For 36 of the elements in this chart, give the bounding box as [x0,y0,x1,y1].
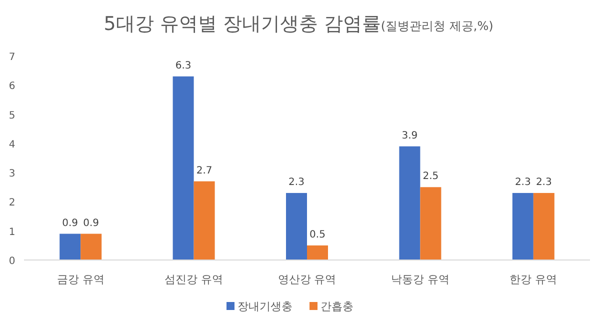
x-tick-label: 금강 유역 [56,273,104,286]
data-label: 2.7 [196,165,212,176]
bar [307,245,328,260]
bar [533,192,554,260]
data-label: 2.3 [514,176,531,188]
y-tick-label: 6 [8,81,16,92]
bar [172,76,194,260]
bar [286,192,307,260]
x-tick-label: 섬진강 유역 [164,273,224,286]
y-tick-label: 3 [8,168,16,180]
data-label: 3.9 [402,130,418,142]
bar [512,192,534,260]
data-label: 0.9 [62,218,78,229]
y-tick-label: 4 [8,139,16,150]
data-label: 6.3 [175,60,192,72]
data-label: 2.3 [288,176,304,188]
x-tick-label: 낙동강 유역 [390,273,450,286]
bar [399,146,420,260]
data-label: 2.5 [422,171,439,182]
y-tick-label: 1 [8,226,16,238]
y-tick-label: 7 [8,52,16,63]
bar [194,181,215,260]
y-tick-label: 2 [8,198,16,209]
bar [80,234,102,260]
x-tick-label: 한강 유역 [510,273,558,286]
bar [420,187,442,260]
y-tick-label: 5 [8,110,16,122]
legend-label: 간흡충 [320,300,354,313]
bar [60,234,81,260]
data-label: 2.3 [536,176,552,188]
legend-label: 장내기생충 [238,300,292,313]
y-tick-label: 0 [8,256,16,267]
x-tick-label: 영산강 유역 [278,273,336,286]
data-label: 0.5 [310,229,326,240]
title: 5대강 유역별 장내기생충 감염률(질병관리청 제공,%) [104,13,494,35]
data-label: 0.9 [83,218,100,229]
